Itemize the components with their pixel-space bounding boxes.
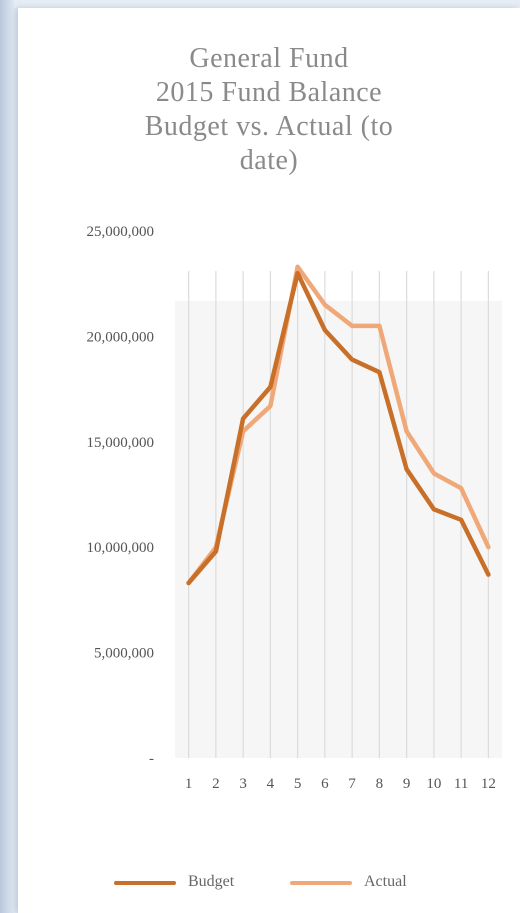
x-tick-label-11: 11: [454, 776, 468, 792]
y-tick-label: 5,000,000: [94, 646, 154, 662]
x-tick-label-4: 4: [267, 776, 275, 792]
y-tick-label: 25,000,000: [87, 224, 155, 240]
legend-label-budget: Budget: [188, 873, 235, 890]
y-tick-label: 15,000,000: [87, 435, 155, 451]
y-tick-label: 10,000,000: [87, 540, 155, 556]
x-tick-label-7: 7: [348, 776, 356, 792]
line-chart: - 5,000,000 10,000,000 15,000,000 20,000,000…: [87, 224, 502, 792]
x-tick-label-3: 3: [239, 776, 247, 792]
legend-swatch-budget: [114, 881, 176, 885]
legend-label-actual: Actual: [364, 873, 407, 890]
plot-background: [175, 301, 502, 758]
background-top-edge: [0, 0, 520, 8]
legend: Budget Actual: [114, 870, 454, 896]
background-left-edge: [0, 0, 14, 913]
y-tick-label: -: [149, 751, 154, 767]
chart-title-line-1: General Fund: [189, 43, 349, 74]
x-tick-label-1: 1: [185, 776, 193, 792]
chart-title-line-3: Budget vs. Actual (to: [144, 111, 394, 142]
gridlines: [188, 271, 489, 758]
series-lines: [186, 264, 491, 586]
chart-title: General Fund 2015 Fund Balance Budget vs…: [18, 42, 520, 178]
x-tick-label-2: 2: [212, 776, 220, 792]
plot-area: [175, 301, 502, 758]
x-tick-label-10: 10: [426, 776, 441, 792]
chart-title-line-4: date): [239, 145, 299, 176]
x-tick-label-8: 8: [376, 776, 384, 792]
x-tick-label-6: 6: [321, 776, 329, 792]
x-tick-label-5: 5: [294, 776, 302, 792]
series-line-budget: [186, 270, 491, 586]
chart-card: General Fund 2015 Fund Balance Budget vs…: [18, 8, 520, 913]
x-tick-label-9: 9: [403, 776, 411, 792]
legend-swatch-actual: [290, 881, 352, 885]
x-tick-label-12: 12: [481, 776, 496, 792]
y-tick-label: 20,000,000: [87, 329, 155, 345]
chart-title-line-2: 2015 Fund Balance: [155, 77, 383, 108]
y-axis-tick-labels: - 5,000,000 10,000,000 15,000,000 20,000,000…: [87, 224, 155, 767]
x-axis-tick-labels: 1 2 3 4 5 6 7 8 9 10 11 12: [185, 776, 496, 792]
